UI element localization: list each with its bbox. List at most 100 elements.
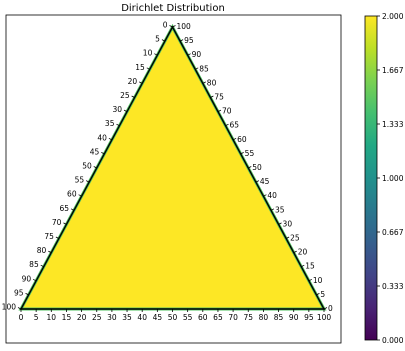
left-tick: [40, 264, 44, 268]
left-tick-label: 40: [97, 133, 107, 142]
right-tick-label: 20: [298, 248, 308, 257]
right-tick: [240, 152, 244, 155]
bottom-tick-label: 90: [289, 313, 299, 322]
left-tick: [70, 208, 75, 211]
right-tick: [316, 293, 320, 296]
left-tick: [101, 152, 105, 155]
right-tick: [172, 25, 176, 28]
right-tick: [217, 109, 222, 112]
bottom-tick-label: 100: [317, 313, 332, 322]
right-tick: [323, 307, 328, 310]
right-tick: [248, 166, 252, 169]
bottom-tick-label: 60: [198, 313, 208, 322]
bottom-tick-label: 55: [183, 313, 193, 322]
colorbar: 0.000 0.333 0.667 1.000 1.333 1.667 2.000: [364, 12, 404, 345]
left-tick: [63, 222, 67, 225]
colorbar-tick-label: 0.667: [382, 228, 404, 237]
left-tick-label: 85: [29, 260, 39, 269]
right-tick: [263, 194, 267, 197]
left-tick-label: 80: [37, 246, 47, 255]
right-tick-label: 15: [305, 262, 315, 271]
colorbar-tick-label: 2.000: [382, 12, 404, 21]
bottom-tick-label: 65: [213, 313, 223, 322]
right-tick: [255, 180, 260, 183]
right-tick: [293, 250, 297, 253]
chart-title: Dirichlet Distribution: [121, 3, 225, 14]
right-tick-label: 75: [214, 93, 224, 102]
left-tick: [146, 67, 150, 70]
left-tick: [116, 123, 120, 127]
right-tick-label: 100: [177, 22, 192, 31]
left-tick-label: 0: [163, 21, 168, 30]
left-tick: [17, 307, 22, 310]
bottom-tick-label: 10: [47, 313, 57, 322]
left-tick: [32, 278, 37, 282]
left-tick: [25, 293, 29, 296]
left-tick-label: 90: [22, 274, 32, 283]
left-tick: [169, 25, 173, 28]
bottom-tick-label: 75: [243, 313, 253, 322]
right-tick: [232, 137, 237, 141]
bottom-tick-label: 45: [153, 313, 163, 322]
left-tick: [48, 250, 52, 253]
bottom-tick-label: 95: [304, 313, 314, 322]
ternary-plot: 0005551010101515152020202525253030303535…: [2, 21, 333, 323]
right-tick-label: 45: [260, 177, 270, 186]
left-tick-label: 65: [59, 204, 69, 213]
right-tick-label: 95: [184, 36, 194, 45]
right-tick: [210, 95, 214, 98]
left-tick-label: 5: [155, 35, 160, 44]
left-tick-label: 70: [52, 218, 62, 227]
right-tick-label: 90: [192, 50, 202, 59]
left-tick: [139, 81, 143, 84]
bottom-tick-label: 30: [107, 313, 117, 322]
right-tick-label: 65: [230, 121, 240, 130]
colorbar-tick-label: 1.000: [382, 174, 404, 183]
right-tick-label: 55: [245, 149, 255, 158]
left-tick: [108, 137, 113, 141]
left-tick: [93, 166, 97, 169]
bottom-tick-label: 85: [274, 313, 284, 322]
right-tick: [195, 67, 199, 70]
left-tick-label: 60: [67, 190, 77, 199]
bottom-tick-label: 20: [77, 313, 87, 322]
right-tick-label: 25: [290, 234, 300, 243]
right-tick: [225, 123, 229, 127]
bottom-tick-label: 50: [168, 313, 178, 322]
right-tick-label: 30: [283, 219, 293, 228]
colorbar-tick-label: 0.333: [382, 282, 404, 291]
left-tick-label: 25: [120, 91, 130, 100]
left-tick-label: 95: [14, 288, 24, 297]
left-tick: [123, 109, 128, 112]
left-tick-label: 30: [113, 105, 123, 114]
left-tick: [55, 236, 60, 239]
left-tick-label: 45: [90, 147, 100, 156]
right-tick: [187, 53, 191, 56]
right-tick-label: 70: [222, 107, 232, 116]
right-tick-label: 80: [207, 78, 217, 87]
bottom-tick-label: 5: [34, 313, 39, 322]
left-tick-label: 10: [143, 49, 153, 58]
left-tick-label: 55: [75, 176, 85, 185]
left-tick: [161, 39, 166, 42]
right-tick: [301, 264, 305, 268]
right-tick: [179, 39, 184, 42]
colorbar-tick-label: 0.000: [382, 336, 404, 345]
right-tick-label: 40: [267, 191, 277, 200]
bottom-tick-label: 80: [259, 313, 269, 322]
left-tick-label: 15: [135, 63, 145, 72]
right-tick: [270, 208, 275, 211]
colorbar-tick-label: 1.667: [382, 66, 404, 75]
bottom-tick-label: 35: [122, 313, 132, 322]
bottom-tick-label: 70: [228, 313, 238, 322]
bottom-tick-label: 40: [137, 313, 147, 322]
left-tick: [78, 194, 82, 197]
right-tick-label: 85: [199, 64, 209, 73]
right-tick-label: 60: [237, 135, 247, 144]
right-tick-label: 35: [275, 205, 285, 214]
left-tick-label: 20: [128, 77, 138, 86]
bottom-tick-label: 15: [62, 313, 72, 322]
bottom-tick-label: 25: [92, 313, 102, 322]
left-tick: [131, 95, 135, 98]
left-tick-label: 75: [44, 232, 54, 241]
